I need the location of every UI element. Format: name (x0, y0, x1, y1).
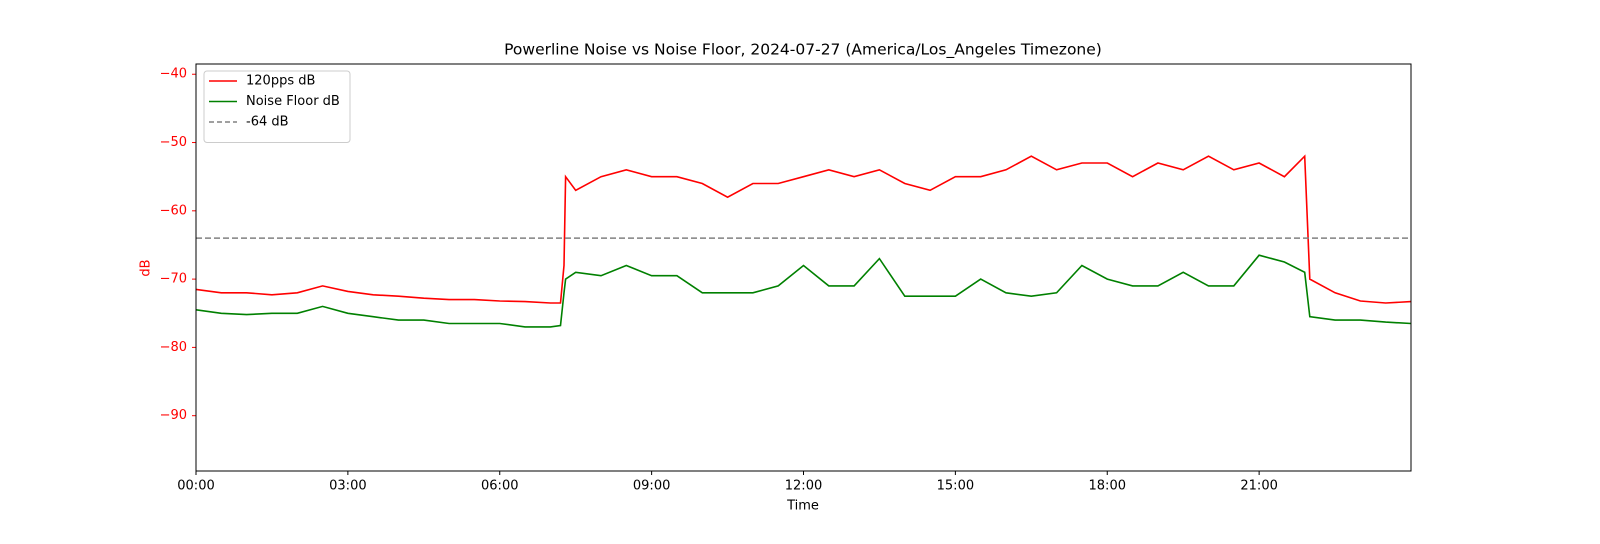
y-tick-label: −80 (160, 340, 187, 355)
y-axis-label: dB (139, 259, 154, 276)
legend-label: 120pps dB (246, 74, 315, 89)
legend-label: Noise Floor dB (246, 94, 340, 109)
x-tick-label: 18:00 (1089, 479, 1126, 494)
x-tick-label: 06:00 (481, 479, 518, 494)
y-tick-label: −60 (160, 203, 187, 218)
legend-label: -64 dB (246, 115, 289, 130)
chart-title: Powerline Noise vs Noise Floor, 2024-07-… (504, 41, 1102, 60)
data-line (196, 154, 1411, 304)
x-tick-label: 15:00 (937, 479, 974, 494)
data-line (196, 254, 1411, 328)
x-tick-label: 09:00 (633, 479, 670, 494)
x-tick-label: 03:00 (329, 479, 366, 494)
y-tick-label: −50 (160, 135, 187, 150)
legend-box (203, 70, 351, 143)
x-tick-label: 21:00 (1240, 479, 1277, 494)
y-tick-label: −70 (160, 272, 187, 287)
plot-frame (195, 63, 1412, 472)
y-tick-label: −40 (160, 67, 187, 82)
y-tick-label: −90 (160, 408, 187, 423)
x-axis-label: Time (786, 499, 819, 514)
x-tick-label: 12:00 (785, 479, 822, 494)
x-tick-label: 00:00 (177, 479, 214, 494)
